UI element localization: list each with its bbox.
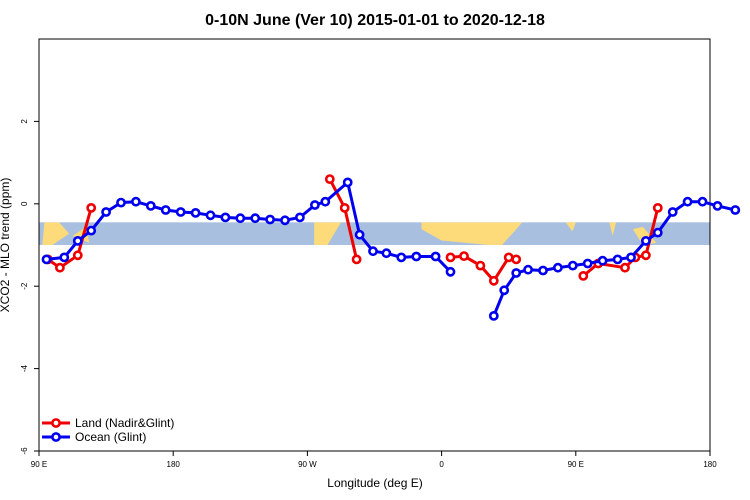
data-point <box>116 197 126 208</box>
data-point <box>235 213 246 224</box>
data-point <box>511 254 522 265</box>
data-point <box>220 212 231 223</box>
x-tick-label: 90 E <box>31 460 47 469</box>
legend-label: Land (Nadir&Glint) <box>75 416 174 430</box>
land-ocean-band <box>39 222 710 245</box>
land-area <box>609 222 617 236</box>
data-point <box>445 252 456 263</box>
y-tick-label: 0 <box>20 201 29 206</box>
data-point <box>620 262 630 273</box>
data-point <box>294 212 305 223</box>
plot-frame <box>38 38 711 452</box>
data-point <box>145 200 156 211</box>
data-point <box>499 285 510 296</box>
data-point <box>354 229 365 240</box>
legend-label: Ocean (Glint) <box>75 430 146 444</box>
y-tick-label: -6 <box>20 447 29 455</box>
data-point <box>101 207 111 217</box>
data-point <box>488 275 499 286</box>
land-area <box>421 222 523 245</box>
x-tick-label: 180 <box>167 460 181 469</box>
x-tick-label: 90 W <box>298 460 317 469</box>
data-point <box>523 264 533 275</box>
data-point <box>351 254 362 265</box>
legend-marker <box>51 432 61 442</box>
data-point <box>368 246 378 257</box>
data-point <box>430 251 441 262</box>
data-point <box>641 235 651 246</box>
y-tick-label: -2 <box>20 282 29 290</box>
data-point <box>55 262 65 273</box>
series-line <box>47 207 93 270</box>
data-point <box>567 260 578 271</box>
x-axis-label: Longitude (deg E) <box>327 476 422 490</box>
data-point <box>59 252 70 263</box>
data-point <box>652 202 663 213</box>
data-point <box>511 268 522 278</box>
data-point <box>190 207 201 218</box>
data-point <box>488 310 499 321</box>
x-tick-label: 0 <box>439 460 444 469</box>
x-tick-label: 90 E <box>568 460 584 469</box>
data-point <box>72 235 83 246</box>
data-point <box>626 252 636 263</box>
data-point <box>641 250 651 261</box>
data-point <box>538 265 548 276</box>
data-point <box>697 196 708 207</box>
land-area <box>565 222 576 232</box>
ocean-band <box>39 222 710 245</box>
data-point <box>652 227 663 238</box>
data-point <box>445 266 456 277</box>
data-point <box>381 248 392 259</box>
land-area <box>314 222 341 245</box>
legend: Land (Nadir&Glint)Ocean (Glint) <box>42 416 174 444</box>
data-point <box>41 254 52 265</box>
series-line <box>46 180 452 273</box>
series-line <box>328 178 359 260</box>
data-point <box>503 252 514 263</box>
data-point <box>396 252 407 263</box>
chart-title: 0-10N June (Ver 10) 2015-01-01 to 2020-1… <box>205 12 545 29</box>
land-area <box>42 222 70 245</box>
data-point <box>86 202 97 213</box>
data-point <box>597 255 608 266</box>
y-axis: -6 -4 -2 0 2 <box>20 119 39 455</box>
data-point <box>459 251 469 261</box>
data-point <box>309 200 320 210</box>
data-point <box>175 207 186 217</box>
data-point <box>72 250 83 261</box>
y-tick-label: -4 <box>20 364 29 372</box>
data-point <box>342 177 353 188</box>
data-point <box>160 205 171 215</box>
x-axis: 90 E 180 90 W 0 90 E 180 <box>31 451 717 469</box>
series-ocean <box>41 177 741 321</box>
data-point <box>250 213 261 224</box>
data-point <box>667 207 678 217</box>
series-layer <box>41 174 741 321</box>
data-point <box>280 215 290 226</box>
data-point <box>320 196 331 207</box>
data-point <box>205 210 216 221</box>
y-axis-label: XCO2 - MLO trend (ppm) <box>0 178 12 313</box>
data-point <box>682 196 693 207</box>
data-point <box>86 225 97 236</box>
data-point <box>582 258 593 269</box>
y-tick-label: 2 <box>20 119 29 124</box>
x-tick-label: 180 <box>703 460 717 469</box>
data-point <box>712 200 723 211</box>
data-point <box>553 262 563 273</box>
data-point <box>578 270 589 281</box>
data-point <box>612 254 623 265</box>
data-point <box>324 174 335 184</box>
data-point <box>265 214 275 225</box>
data-point <box>130 196 141 207</box>
legend-marker <box>51 418 61 428</box>
data-point <box>730 205 741 215</box>
data-point <box>475 260 486 271</box>
data-point <box>411 251 422 262</box>
data-point <box>339 202 350 213</box>
